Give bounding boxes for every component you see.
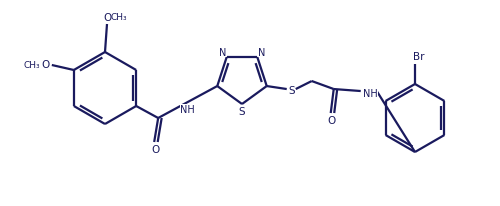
Text: O: O (328, 116, 336, 125)
Text: NH: NH (180, 104, 195, 115)
Text: O: O (152, 144, 160, 154)
Text: N: N (258, 48, 265, 58)
Text: NH: NH (364, 89, 378, 98)
Text: S: S (238, 107, 246, 116)
Text: S: S (288, 86, 295, 96)
Text: N: N (219, 48, 226, 58)
Text: CH₃: CH₃ (23, 60, 40, 69)
Text: O: O (42, 60, 50, 70)
Text: O: O (103, 13, 111, 23)
Text: Br: Br (413, 52, 425, 62)
Text: CH₃: CH₃ (110, 13, 126, 22)
